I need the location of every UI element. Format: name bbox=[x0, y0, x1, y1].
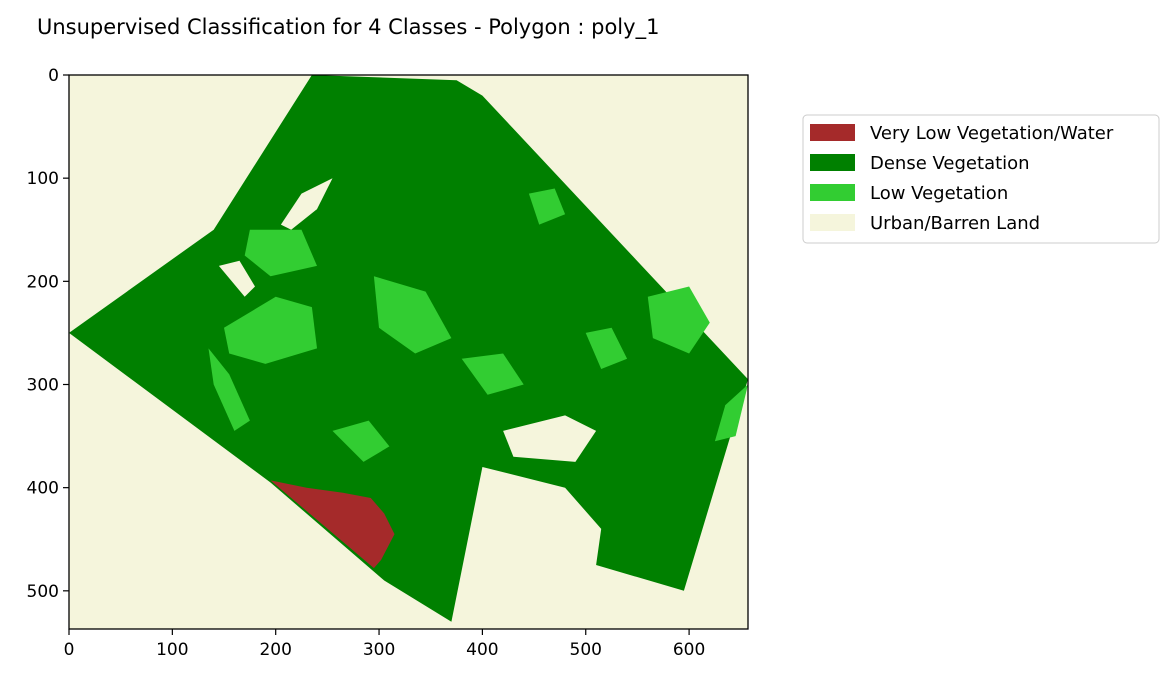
x-tick-label: 600 bbox=[673, 640, 705, 660]
plot-area bbox=[68, 74, 749, 630]
legend-label-very-low-vegetation-water: Very Low Vegetation/Water bbox=[870, 123, 1114, 144]
region-low-vegetation-10 bbox=[714, 384, 748, 442]
x-tick-label: 200 bbox=[259, 640, 291, 660]
classification-regions bbox=[69, 75, 748, 622]
region-very-low-vegetation-water-1 bbox=[270, 480, 395, 569]
region-low-vegetation-8 bbox=[208, 348, 250, 431]
plot-frame bbox=[68, 74, 749, 630]
y-tick-label: 0 bbox=[48, 66, 59, 86]
chart-title: Unsupervised Classification for 4 Classe… bbox=[37, 15, 659, 40]
y-axis: 0 100 200 300 400 500 bbox=[27, 66, 69, 602]
y-tick-label: 100 bbox=[27, 169, 59, 189]
legend-label-low-vegetation: Low Vegetation bbox=[870, 183, 1008, 204]
region-low-vegetation-11 bbox=[585, 327, 628, 369]
legend-swatch-urban-barren-land bbox=[810, 214, 855, 231]
x-tick-label: 400 bbox=[466, 640, 498, 660]
region-urban-barren-land-4 bbox=[503, 415, 597, 462]
legend: Very Low Vegetation/Water Dense Vegetatio… bbox=[802, 114, 1160, 244]
region-low-vegetation-13 bbox=[332, 420, 390, 462]
region-low-vegetation-5 bbox=[224, 296, 317, 364]
x-tick-label: 0 bbox=[64, 640, 75, 660]
region-low-vegetation-6 bbox=[373, 276, 452, 354]
y-tick-label: 400 bbox=[27, 479, 59, 499]
y-tick-label: 200 bbox=[27, 272, 59, 292]
y-tick-label: 500 bbox=[27, 582, 59, 602]
legend-swatch-low-vegetation bbox=[810, 184, 855, 201]
region-low-vegetation-14 bbox=[528, 188, 566, 225]
region-low-vegetation-12 bbox=[461, 353, 524, 395]
x-tick-label: 100 bbox=[156, 640, 188, 660]
x-axis: 0 100 200 300 400 500 600 bbox=[64, 629, 705, 660]
region-low-vegetation-9 bbox=[647, 286, 710, 354]
legend-swatch-very-low-vegetation-water bbox=[810, 124, 855, 141]
region-low-vegetation-7 bbox=[244, 229, 317, 277]
legend-swatch-dense-vegetation bbox=[810, 154, 855, 171]
region-urban-barren-land-2 bbox=[280, 178, 333, 230]
region-urban-barren-land-3 bbox=[218, 260, 255, 297]
x-tick-label: 300 bbox=[363, 640, 395, 660]
y-tick-label: 300 bbox=[27, 375, 59, 395]
legend-box bbox=[802, 114, 1160, 244]
legend-label-dense-vegetation: Dense Vegetation bbox=[870, 153, 1030, 174]
x-tick-label: 500 bbox=[570, 640, 602, 660]
legend-label-urban-barren-land: Urban/Barren Land bbox=[870, 213, 1040, 234]
